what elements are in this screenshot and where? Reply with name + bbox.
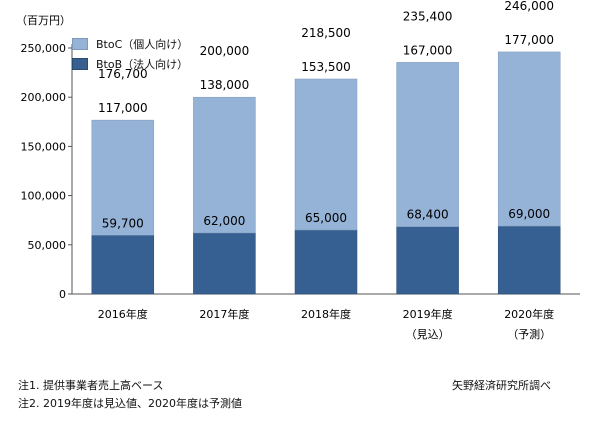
y-tick-label: 150,000 [21,140,67,153]
x-tick-label: 2018年度 [301,307,351,321]
value-label-total: 235,400 [403,9,453,23]
x-tick-label: 2020年度 [504,307,554,321]
source-credit: 矢野経済研究所調べ [452,379,551,392]
value-label-btoc: 117,000 [98,101,148,115]
x-tick-sublabel: （予測） [507,327,551,341]
value-label-total: 246,000 [504,0,554,13]
x-tick-sublabel: （見込） [406,328,450,341]
legend-label-btoc: BtoC（個人向け） [96,38,189,51]
value-label-btoc: 167,000 [403,43,453,57]
value-label-btob: 68,400 [407,208,449,222]
legend-item-btob: BtoB（法人向け） [72,56,188,72]
x-tick-label: 2019年度 [403,307,453,321]
value-label-total: 176,700 [98,67,148,81]
x-tick-label: 2017年度 [199,307,249,321]
note-2: 注2. 2019年度は見込値、2020年度は予測値 [18,397,242,410]
value-label-btob: 65,000 [305,211,347,225]
bar-btoc [294,78,358,231]
legend-label-btob: BtoB（法人向け） [96,58,189,71]
bar-btob [396,226,459,295]
bar-btob [294,229,358,295]
bar-btob [91,235,155,295]
legend-item-btoc: BtoC（個人向け） [72,36,188,52]
value-label-total: 218,500 [301,26,351,40]
bar-btob [497,225,561,295]
y-tick-label: 250,000 [21,42,67,55]
value-label-btob: 62,000 [203,214,245,228]
bar-btoc [193,96,256,234]
x-tick-label: 2016年度 [98,307,148,321]
value-label-btob: 69,000 [508,207,550,221]
y-tick-label: 0 [59,288,66,301]
legend-swatch-btob [72,58,88,70]
bar-btoc [497,51,561,227]
value-label-btoc: 138,000 [200,78,250,92]
value-label-btoc: 153,500 [301,60,351,74]
value-label-btoc: 177,000 [504,33,554,47]
legend-swatch-btoc [72,38,88,50]
note-1: 注1. 提供事業者売上高ベース [18,379,164,392]
bar-btoc [91,119,155,236]
legend: BtoC（個人向け） BtoB（法人向け） [72,36,188,76]
y-tick-label: 200,000 [21,91,67,104]
y-tick-label: 50,000 [28,239,67,252]
bar-btoc [396,62,459,227]
y-tick-label: 100,000 [21,190,67,203]
value-label-btob: 59,700 [102,216,144,230]
bar-btob [193,232,256,295]
y-unit-label: （百万円） [16,14,71,27]
value-label-total: 200,000 [200,44,250,58]
